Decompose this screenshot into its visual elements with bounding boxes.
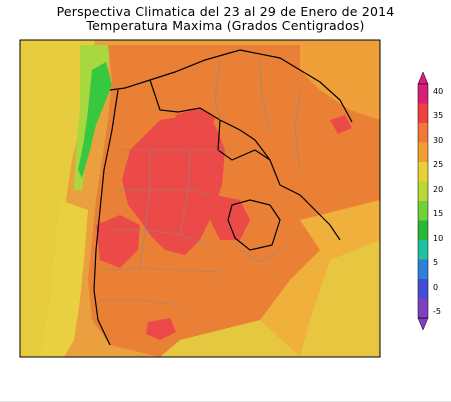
colorbar-outline xyxy=(417,83,429,319)
east-red-zone xyxy=(210,195,250,240)
atlantic-yellow-zone xyxy=(300,240,380,357)
coastal-red-spot xyxy=(330,115,352,134)
colorbar-segment xyxy=(418,279,428,299)
colorbar-segment xyxy=(418,181,428,202)
province-borders xyxy=(100,59,301,306)
colorbar-tick-label: 30 xyxy=(433,135,444,145)
colorbar-segment xyxy=(418,201,428,221)
colorbar-top-arrow xyxy=(417,71,429,85)
north-red-zone xyxy=(175,108,215,135)
map-title: Perspectiva Climatica del 23 al 29 de En… xyxy=(56,4,395,19)
colorbar-segment xyxy=(418,220,428,241)
west-red-zone xyxy=(96,215,140,268)
colorbar-tick-label: 25 xyxy=(433,160,444,170)
colorbar-segment xyxy=(418,162,428,182)
south-yellow-zone xyxy=(160,320,300,357)
patagonia-yellow-zone xyxy=(40,200,88,357)
colorbar-tick-label: 0 xyxy=(433,282,439,292)
colorbar-segment xyxy=(418,240,428,260)
colorbar-segment xyxy=(418,259,428,280)
north-east-light-orange-zone xyxy=(300,45,380,120)
colorbar-tick-label: -5 xyxy=(433,307,441,316)
colorbar-tick-label: 15 xyxy=(433,209,444,219)
colorbar-tick-label: 10 xyxy=(433,233,444,243)
colorbar-segment xyxy=(418,84,428,104)
colorbar-bottom-arrow xyxy=(417,317,429,331)
south-red-zone xyxy=(146,318,176,340)
colorbar-tick-label: 40 xyxy=(433,87,444,96)
andes-green-zone xyxy=(78,62,112,178)
temperature-map xyxy=(20,40,380,357)
map-frame xyxy=(19,39,381,358)
colorbar-segment xyxy=(418,103,428,124)
colorbar xyxy=(417,71,429,331)
colorbar-segment xyxy=(418,123,428,143)
colorbar-segment xyxy=(418,298,428,319)
colorbar-tick-label: 20 xyxy=(433,184,444,194)
colorbar-tick-label: 5 xyxy=(433,258,439,268)
pacific-yellow-zone xyxy=(20,40,95,357)
map-subtitle: Temperatura Maxima (Grados Centigrados) xyxy=(86,18,365,33)
colorbar-segment xyxy=(418,142,428,163)
colorbar-tick-label: 35 xyxy=(433,111,444,121)
